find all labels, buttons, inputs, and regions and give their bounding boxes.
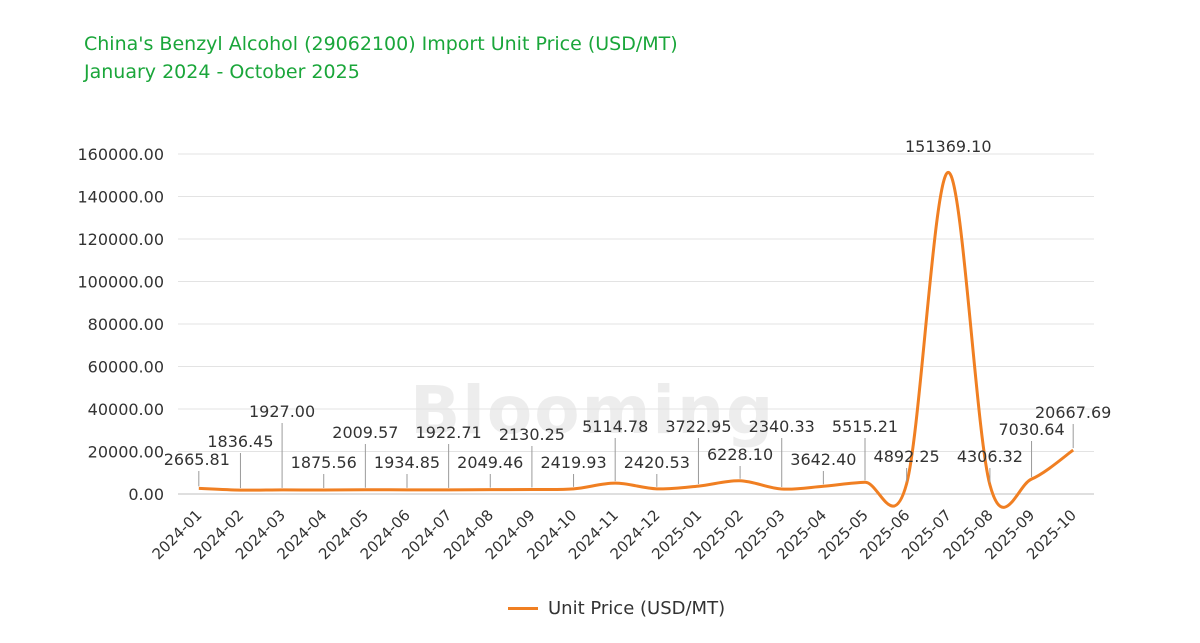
data-label: 5515.21 xyxy=(832,417,898,436)
data-label: 2665.81 xyxy=(164,450,230,469)
data-label: 1836.45 xyxy=(207,432,273,451)
data-label: 151369.10 xyxy=(905,137,992,156)
data-label: 1934.85 xyxy=(374,453,440,472)
legend-swatch xyxy=(508,607,538,610)
data-label: 1927.00 xyxy=(249,402,315,421)
y-tick-label: 100000.00 xyxy=(77,273,164,292)
y-tick-label: 20000.00 xyxy=(88,443,164,462)
watermark-logo: Blooming xyxy=(410,372,776,449)
y-tick-label: 0.00 xyxy=(128,485,164,504)
y-tick-label: 140000.00 xyxy=(77,188,164,207)
legend-label: Unit Price (USD/MT) xyxy=(548,598,726,619)
data-label: 6228.10 xyxy=(707,445,773,464)
chart-subtitle: January 2024 - October 2025 xyxy=(84,61,360,83)
data-label: 2420.53 xyxy=(624,453,690,472)
y-tick-label: 120000.00 xyxy=(77,230,164,249)
data-label: 1875.56 xyxy=(291,453,357,472)
data-label: 3642.40 xyxy=(790,450,856,469)
data-label: 2340.33 xyxy=(749,417,815,436)
y-tick-label: 160000.00 xyxy=(77,145,164,164)
data-label: 5114.78 xyxy=(582,417,648,436)
chart-legend: Unit Price (USD/MT) xyxy=(508,598,725,619)
data-label: 1922.71 xyxy=(416,423,482,442)
y-tick-label: 60000.00 xyxy=(88,358,164,377)
data-label: 2009.57 xyxy=(332,423,398,442)
y-tick-label: 80000.00 xyxy=(88,315,164,334)
chart-title: China's Benzyl Alcohol (29062100) Import… xyxy=(84,33,678,55)
series-line xyxy=(198,170,1075,509)
data-label: 3722.95 xyxy=(665,417,731,436)
data-label: 7030.64 xyxy=(998,420,1064,439)
data-label: 4892.25 xyxy=(874,447,940,466)
data-label: 20667.69 xyxy=(1035,403,1111,422)
data-label: 2049.46 xyxy=(457,453,523,472)
y-tick-label: 40000.00 xyxy=(88,400,164,419)
data-label: 4306.32 xyxy=(957,447,1023,466)
data-label: 2130.25 xyxy=(499,425,565,444)
data-label: 2419.93 xyxy=(540,453,606,472)
